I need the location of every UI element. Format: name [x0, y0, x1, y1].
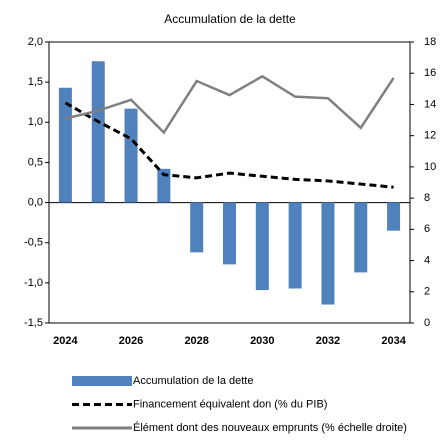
legend-label: Financement équivalent don (% du PIB) [133, 398, 327, 410]
bar [354, 202, 368, 273]
y-tick-label: 1,5 [28, 76, 43, 88]
x-tick-label: 2028 [184, 335, 208, 347]
y-tick-label: 0,0 [28, 196, 43, 208]
y-tick-label: 1,0 [28, 116, 43, 128]
y2-tick-label: 14 [424, 98, 436, 110]
y2-tick-label: 16 [424, 67, 436, 79]
line-series [64, 101, 394, 189]
x-tick-label: 2034 [381, 335, 406, 347]
bar [91, 61, 105, 203]
x-tick-label: 2026 [119, 335, 143, 347]
legend-swatch [72, 376, 132, 386]
legend-label: Élément dont des nouveaux emprunts (% éc… [133, 421, 407, 434]
y2-tick-label: 4 [424, 254, 430, 266]
bar [124, 108, 138, 203]
bar [387, 202, 401, 231]
x-tick-label: 2032 [316, 335, 340, 347]
x-tick-label: 2024 [53, 335, 78, 347]
y2-tick-label: 8 [424, 192, 430, 204]
bar [288, 202, 302, 289]
y2-tick-label: 10 [424, 161, 436, 173]
bar [321, 202, 335, 305]
y-tick-label: 0,5 [28, 156, 43, 168]
y-tick-label: -1,0 [24, 277, 43, 289]
chart-title: Accumulation de la dette [164, 12, 296, 26]
bar [157, 168, 171, 203]
plot-frame [48, 41, 411, 324]
line-series [65, 74, 395, 135]
y2-tick-label: 18 [424, 36, 436, 48]
legend-label: Accumulation de la dette [133, 375, 253, 387]
x-tick-label: 2030 [250, 335, 274, 347]
bar [190, 202, 204, 253]
y2-tick-label: 6 [424, 223, 430, 235]
bar [223, 202, 236, 265]
y-tick-label: 2,0 [28, 36, 43, 48]
y2-tick-label: 2 [424, 286, 430, 298]
bar [255, 202, 269, 291]
y-tick-label: -0,5 [24, 237, 43, 249]
y2-tick-label: 12 [424, 130, 436, 142]
y2-tick-label: 0 [424, 317, 430, 329]
y-tick-label: -1,5 [24, 317, 43, 329]
